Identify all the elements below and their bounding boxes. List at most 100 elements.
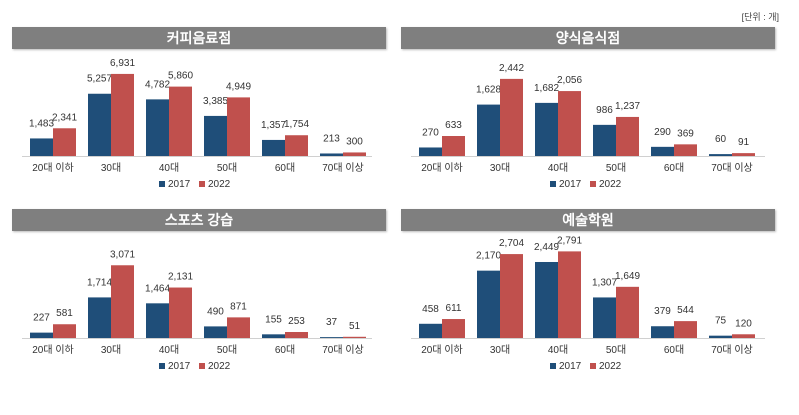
bar-2017	[146, 303, 169, 338]
data-label-2017: 1,714	[87, 277, 112, 288]
data-label-2022: 1,649	[615, 271, 640, 282]
bar-2022	[442, 136, 465, 156]
data-label-2017: 270	[422, 127, 439, 138]
data-label-2017: 3,385	[203, 96, 228, 107]
bar-2017	[320, 153, 343, 156]
bar-2017	[593, 124, 616, 156]
data-label-2017: 155	[265, 314, 282, 325]
x-tick-label: 50대	[217, 344, 237, 356]
data-label-2022: 6,931	[110, 58, 135, 69]
chart-panel-western-restaurant: 양식음식점 270 633 20대 이하 1,628 2,442 30대 1,682 2,05…	[401, 27, 775, 212]
legend-swatch-2017	[159, 181, 165, 187]
x-tick-label: 20대 이하	[421, 343, 463, 356]
data-label-2022: 544	[677, 305, 694, 316]
x-tick-label: 70대 이상	[322, 162, 364, 174]
data-label-2017: 213	[323, 133, 340, 144]
legend-swatch-2022	[590, 363, 596, 369]
data-label-2017: 2,449	[534, 242, 559, 253]
data-label-2017: 2,170	[476, 251, 501, 262]
bar-2022	[558, 251, 581, 338]
data-label-2022: 611	[446, 303, 462, 314]
data-label-2022: 2,442	[499, 63, 524, 74]
data-label-2017: 1,682	[534, 83, 559, 94]
data-label-2017: 1,357	[261, 120, 286, 131]
bar-2022	[343, 336, 366, 338]
legend-swatch-2022	[199, 181, 205, 187]
x-tick-label: 30대	[490, 344, 510, 356]
bar-2022	[53, 128, 76, 156]
data-label-2022: 1,754	[284, 119, 309, 130]
bar-2022	[674, 144, 697, 156]
bar-2022	[285, 135, 308, 156]
data-label-2017: 60	[715, 134, 727, 145]
bar-2017	[262, 334, 285, 338]
data-label-2017: 5,257	[87, 74, 112, 85]
data-label-2017: 458	[422, 304, 439, 315]
data-label-2017: 1,483	[29, 118, 54, 129]
x-tick-label: 30대	[101, 162, 121, 174]
bar-2017	[477, 270, 500, 338]
legend-label-2017: 2017	[559, 361, 582, 372]
bar-2017	[262, 139, 285, 156]
bar-2017	[477, 104, 500, 156]
bar-2022	[732, 153, 755, 156]
bar-2022	[500, 78, 523, 156]
x-tick-label: 30대	[101, 344, 121, 356]
x-tick-label: 70대 이상	[711, 344, 753, 356]
bar-2017	[88, 297, 111, 338]
bar-2022	[616, 286, 639, 338]
legend-swatch-2022	[590, 181, 596, 187]
x-tick-label: 20대 이하	[32, 343, 74, 356]
x-tick-label: 50대	[217, 162, 237, 174]
legend-label-2017: 2017	[559, 179, 582, 190]
x-tick-label: 60대	[275, 344, 295, 356]
data-label-2022: 300	[346, 136, 363, 147]
x-tick-label: 40대	[548, 344, 568, 356]
bar-2017	[320, 337, 343, 338]
data-label-2022: 871	[230, 301, 247, 312]
data-label-2022: 5,860	[168, 71, 193, 82]
data-label-2017: 379	[654, 306, 671, 317]
bar-2017	[709, 154, 732, 156]
data-label-2022: 2,791	[557, 235, 582, 246]
bar-2017	[88, 93, 111, 156]
bar-2022	[442, 319, 465, 338]
legend-label-2017: 2017	[168, 361, 191, 372]
bar-2022	[169, 287, 192, 338]
x-tick-label: 50대	[606, 344, 626, 356]
bar-2017	[204, 326, 227, 338]
legend-swatch-2022	[199, 363, 205, 369]
legend-label-2017: 2017	[168, 179, 191, 190]
x-tick-label: 30대	[490, 162, 510, 174]
data-label-2022: 1,237	[615, 101, 640, 112]
data-label-2022: 2,056	[557, 75, 582, 86]
data-label-2022: 51	[349, 321, 361, 332]
chart-title: 커피음료점	[12, 27, 386, 49]
bar-2022	[558, 91, 581, 156]
legend-label-2022: 2022	[208, 179, 231, 190]
bar-2022	[285, 332, 308, 338]
bar-2022	[53, 324, 76, 338]
x-tick-label: 60대	[664, 344, 684, 356]
bar-2017	[146, 99, 169, 156]
data-label-2017: 490	[207, 306, 224, 317]
bar-2022	[616, 116, 639, 156]
x-tick-label: 20대 이하	[421, 161, 463, 174]
legend-swatch-2017	[550, 363, 556, 369]
data-label-2022: 91	[738, 137, 750, 148]
data-label-2022: 120	[735, 318, 752, 329]
data-label-2022: 633	[445, 120, 462, 131]
bar-2017	[651, 146, 674, 156]
data-label-2022: 3,071	[110, 249, 135, 260]
data-label-2022: 4,949	[226, 81, 251, 92]
chart-panel-art-academy: 예술학원 458 611 20대 이하 2,170 2,704 30대 2,449 2,791…	[401, 209, 775, 394]
data-label-2017: 290	[654, 127, 671, 138]
unit-label: [단위 : 개]	[741, 12, 779, 22]
data-label-2022: 2,131	[168, 272, 193, 283]
x-tick-label: 70대 이상	[711, 162, 753, 174]
bar-2022	[227, 317, 250, 338]
